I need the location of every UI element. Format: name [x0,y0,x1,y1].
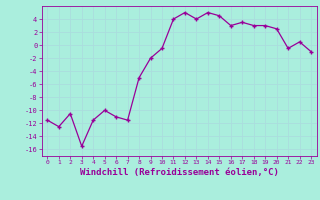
X-axis label: Windchill (Refroidissement éolien,°C): Windchill (Refroidissement éolien,°C) [80,168,279,177]
